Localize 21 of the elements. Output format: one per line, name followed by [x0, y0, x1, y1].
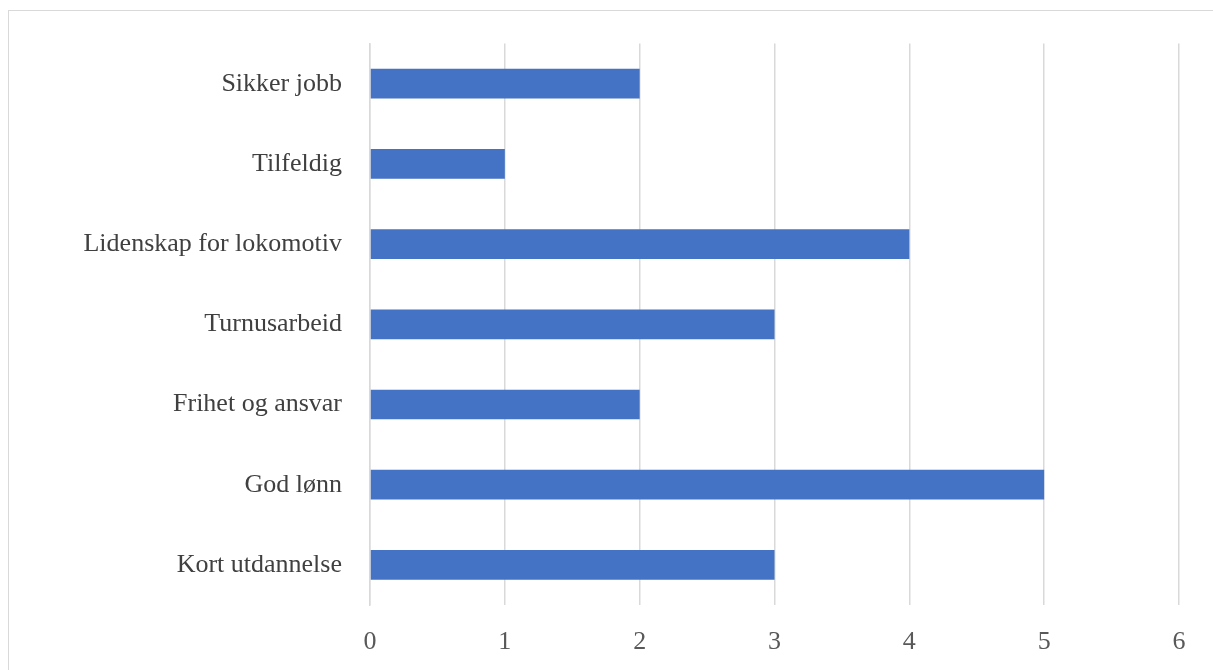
x-tick-label: 5	[1037, 626, 1051, 656]
y-tick-label: Turnusarbeid	[204, 308, 342, 338]
y-tick-label: God lønn	[244, 468, 342, 498]
y-tick-label: Sikker jobb	[221, 67, 342, 97]
bar	[370, 229, 910, 259]
bar	[370, 309, 775, 340]
y-tick-label: Lidenskap for lokomotiv	[83, 227, 342, 257]
x-tick-label: 3	[768, 626, 781, 656]
x-tick-label: 1	[498, 626, 512, 656]
y-tick-label: Frihet og ansvar	[173, 388, 343, 418]
y-tick-label: Tilfeldig	[251, 147, 342, 177]
x-tick-label: 0	[363, 626, 377, 656]
bar	[370, 149, 505, 179]
x-tick-label: 2	[633, 626, 647, 656]
bar	[370, 68, 640, 99]
y-tick-label: Kort utdannelse	[176, 548, 342, 578]
bar	[370, 469, 1045, 500]
x-tick-label: 6	[1172, 626, 1186, 656]
x-tick-label: 4	[902, 626, 916, 656]
bar	[370, 389, 640, 420]
bar	[370, 550, 775, 580]
